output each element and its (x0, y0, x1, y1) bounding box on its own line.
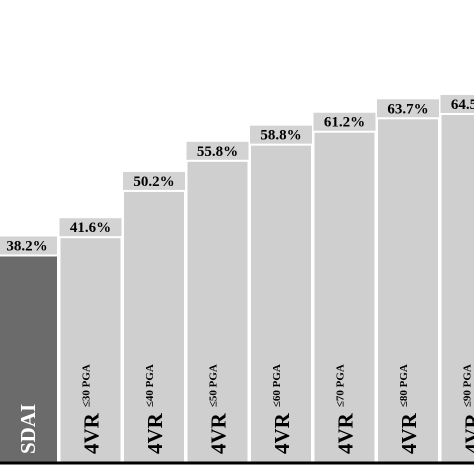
bar-6 (378, 119, 438, 462)
category-sub-2: ≤40 PGA (144, 364, 156, 407)
bar-3 (187, 161, 248, 462)
value-label-box-6 (377, 99, 439, 118)
value-label-box-3 (186, 141, 249, 160)
value-label-box-0 (0, 236, 57, 255)
bar-2 (124, 191, 184, 462)
value-label-box-5 (313, 112, 376, 131)
category-main-1: 4VR (80, 412, 104, 454)
bar-1 (60, 238, 121, 462)
value-label-6: 63.7% (387, 101, 428, 117)
value-label-3: 55.8% (197, 144, 238, 160)
category-main-0: SDAI (16, 404, 40, 454)
category-label-3: 4VR ≤50 PGA (207, 364, 231, 454)
category-label-0: SDAI (16, 404, 40, 454)
bars-group (0, 114, 474, 463)
category-label-7: 4VR ≤90 PGA (461, 364, 474, 454)
bar-4 (251, 145, 311, 462)
category-label-6: 4VR ≤80 PGA (397, 364, 421, 454)
category-label-5: 4VR ≤70 PGA (334, 364, 358, 454)
category-sub-7: ≤90 PGA (462, 364, 474, 407)
category-main-4: 4VR (270, 412, 294, 454)
category-sub-6: ≤80 PGA (398, 364, 410, 407)
category-main-5: 4VR (334, 412, 358, 454)
value-label-4: 58.8% (260, 128, 301, 144)
bar-5 (314, 132, 375, 462)
value-label-box-4 (250, 125, 312, 144)
category-main-7: 4VR (461, 412, 474, 454)
category-main-6: 4VR (397, 412, 421, 454)
value-label-0: 38.2% (6, 238, 47, 254)
category-sub-1: ≤30 PGA (81, 364, 93, 407)
value-labels-group: 38.2% 41.6% 50.2% 55.8% 58.8% 61.2% 63.7% 64.5% (0, 94, 474, 255)
value-label-box-2 (123, 171, 185, 190)
category-main-3: 4VR (207, 412, 231, 454)
bar-0 (0, 256, 57, 462)
value-label-5: 61.2% (324, 115, 365, 131)
category-label-1: 4VR ≤30 PGA (80, 364, 104, 454)
category-label-2: 4VR ≤40 PGA (143, 364, 167, 454)
value-label-2: 50.2% (133, 174, 174, 190)
category-labels-group: SDAI 4VR ≤30 PGA 4VR ≤40 PGA 4VR ≤50 PGA 4VR ≤60… (16, 364, 474, 454)
category-sub-4: ≤60 PGA (271, 364, 283, 407)
bar-7 (441, 114, 474, 463)
category-label-4: 4VR ≤60 PGA (270, 364, 294, 454)
category-sub-3: ≤50 PGA (208, 364, 220, 407)
category-main-2: 4VR (143, 412, 167, 454)
category-sub-5: ≤70 PGA (335, 364, 347, 407)
value-label-box-7 (440, 94, 474, 113)
value-label-7: 64.5% (451, 97, 474, 113)
value-label-box-1 (59, 218, 122, 237)
value-label-1: 41.6% (70, 220, 111, 236)
